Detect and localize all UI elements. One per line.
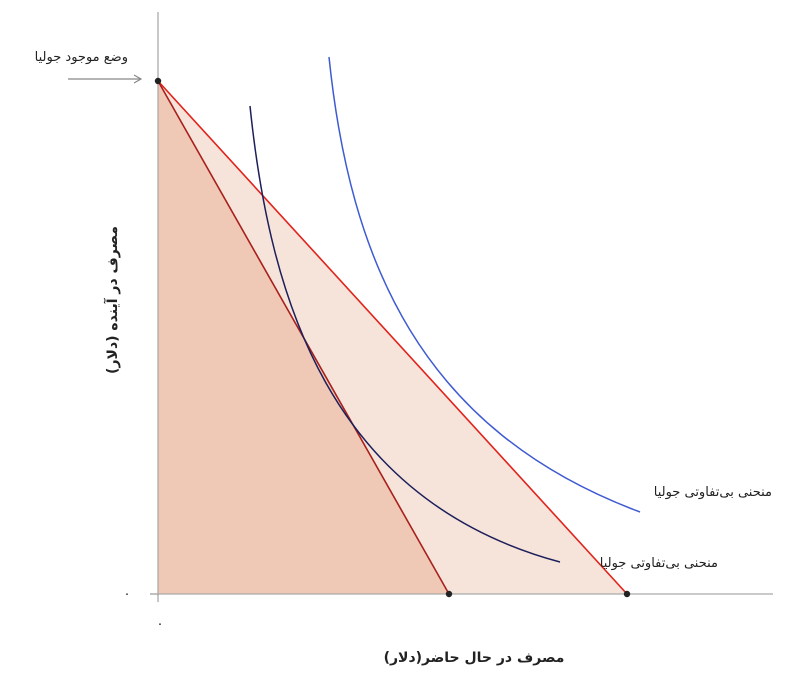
endowment-point (154, 77, 162, 85)
outer-budget-line (157, 80, 628, 595)
endowment-arrow-head (133, 74, 143, 84)
indifference-curve-lower-label: منحنی بی‌تفاوتی جولیا (600, 556, 718, 571)
y-axis-label: مصرف در آینده (دلار) (103, 226, 121, 374)
indifference-curve-upper (328, 56, 641, 513)
x-origin-tick-label: ۰ (157, 617, 164, 632)
inner-intercept-point (445, 590, 453, 598)
y-origin-tick-label: ۰ (124, 587, 131, 602)
endowment-label: وضع موجود جولیا (35, 50, 128, 65)
indifference-curve-upper-label: منحنی بی‌تفاوتی جولیا (654, 485, 772, 500)
x-axis-label: مصرف در حال حاضر(دلار) (384, 650, 565, 666)
outer-intercept-point (623, 590, 631, 598)
indifference-curve-lower (249, 105, 561, 563)
